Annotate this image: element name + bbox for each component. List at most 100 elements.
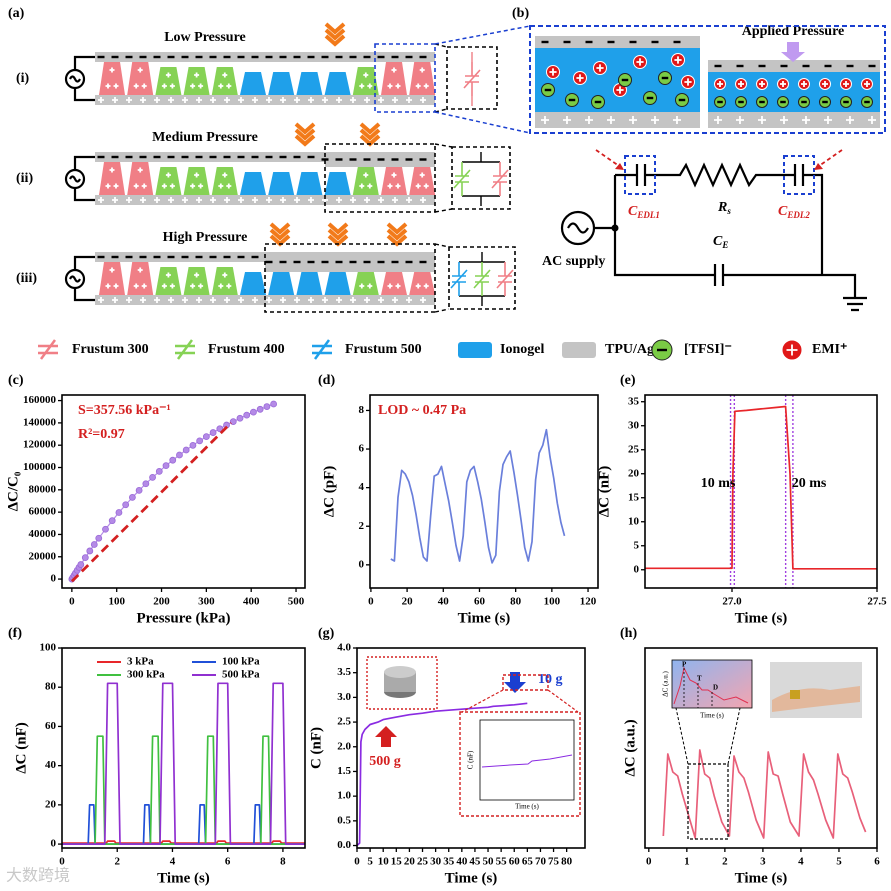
row-title: High Pressure — [163, 230, 248, 245]
minus-sign — [868, 64, 876, 68]
plus-sign — [190, 283, 196, 289]
zoom-connector — [675, 707, 741, 765]
plus-sign — [308, 197, 314, 203]
inset-frame — [479, 719, 575, 801]
minus-sign — [349, 260, 357, 264]
capacitor — [450, 262, 468, 296]
plus-sign — [222, 172, 228, 178]
y-tick-label: 140000 — [23, 416, 57, 428]
plus-sign — [800, 80, 808, 88]
plus-sign — [673, 116, 681, 124]
minus-sign — [125, 155, 133, 159]
minus-sign — [780, 64, 788, 68]
plus-sign — [395, 283, 401, 289]
plus-sign — [419, 172, 425, 178]
plus-sign — [238, 297, 244, 303]
x-tick-label: 25 — [417, 856, 429, 868]
data-point — [196, 437, 204, 445]
plus-sign — [549, 68, 557, 76]
minus-sign — [651, 40, 659, 44]
row-label: (i) — [16, 71, 30, 86]
minus-sign — [111, 255, 119, 259]
x-tick-label: 45 — [469, 856, 481, 868]
plus-sign — [126, 197, 132, 203]
frustum — [268, 172, 295, 195]
capacitor — [496, 262, 514, 296]
plus-sign — [141, 183, 147, 189]
plus-sign — [190, 183, 196, 189]
frustum — [183, 267, 210, 295]
zoom-region — [502, 674, 549, 691]
frustum — [211, 267, 238, 295]
plus-sign — [112, 297, 118, 303]
data-point — [86, 547, 94, 555]
x-tick-label: 65 — [522, 856, 534, 868]
x-tick-label: 0 — [69, 596, 75, 608]
plus-sign — [113, 83, 119, 89]
y-tick-label: 6 — [359, 443, 365, 455]
panel-label: (b) — [512, 6, 529, 21]
minus-sign — [237, 155, 245, 159]
y-tick-label: 5 — [634, 539, 640, 551]
ion-sign — [594, 100, 602, 104]
plus-sign — [113, 183, 119, 189]
plus-sign — [716, 80, 724, 88]
y-tick-label: 4 — [359, 481, 365, 493]
data-point — [162, 462, 170, 470]
plus-sign — [636, 58, 644, 66]
minus-sign — [293, 260, 301, 264]
x-tick-label: 6 — [225, 856, 231, 868]
plus-sign — [350, 97, 356, 103]
x-tick-label: 0 — [368, 596, 374, 608]
minus-sign — [405, 158, 413, 161]
equivalent-box — [451, 146, 511, 210]
minus-sign — [293, 55, 301, 59]
plus-sign — [154, 297, 160, 303]
minus-sign — [167, 155, 175, 159]
data-line — [62, 804, 305, 845]
plus-sign — [868, 116, 876, 124]
data-point — [108, 517, 116, 525]
weight-arrow — [375, 726, 397, 747]
plus-sign — [190, 83, 196, 89]
tpu-ag-icon — [562, 342, 596, 358]
minus-sign — [139, 155, 147, 159]
x-axis-label: Time (s) — [735, 610, 788, 626]
x-tick-label: 1 — [684, 856, 690, 868]
wire — [459, 252, 505, 306]
ac-supply-label: AC supply — [542, 254, 605, 269]
frustum — [155, 267, 182, 295]
zoom-connector — [461, 689, 579, 713]
inset-y-label: C (nF) — [467, 750, 475, 769]
data-point — [256, 405, 264, 413]
minus-sign — [335, 260, 343, 264]
inset-point-label: D — [713, 684, 718, 692]
x-tick-label: 8 — [280, 856, 286, 868]
x-tick-label: 6 — [874, 856, 880, 868]
minus-sign — [195, 255, 203, 259]
minus-sign — [824, 64, 832, 68]
plus-sign — [779, 80, 787, 88]
plus-sign — [133, 83, 139, 89]
plus-sign — [367, 83, 373, 89]
legend-label: 3 kPa — [127, 656, 154, 668]
plus-sign — [420, 97, 426, 103]
frustum — [324, 72, 351, 95]
plus-sign — [169, 83, 175, 89]
data-point — [142, 480, 150, 488]
minus-sign — [802, 64, 810, 68]
highlight-box — [264, 243, 436, 313]
minus-sign — [541, 40, 549, 44]
plus-sign — [294, 297, 300, 303]
pressure-arrow — [359, 122, 381, 135]
plus-sign — [406, 297, 412, 303]
y-tick-label: 120000 — [23, 439, 57, 451]
pressure-arrow — [327, 228, 349, 241]
plus-sign — [210, 197, 216, 203]
plus-sign — [252, 97, 258, 103]
frustum — [324, 172, 351, 195]
plus-sign — [423, 83, 429, 89]
plus-sign — [359, 283, 365, 289]
plus-sign — [266, 197, 272, 203]
